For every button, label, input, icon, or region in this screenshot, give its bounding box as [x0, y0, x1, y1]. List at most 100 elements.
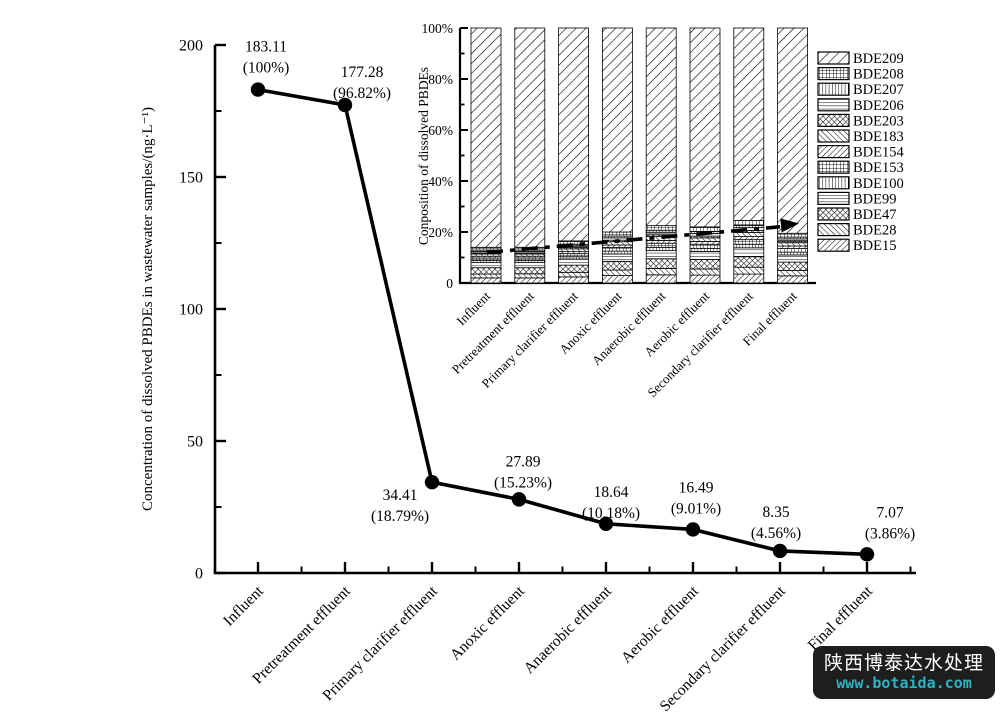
bar-segment-BDE15	[777, 275, 808, 284]
bar-segment-BDE208	[645, 225, 677, 231]
bar-segment-BDE28	[558, 271, 589, 278]
bar-segment-BDE100	[689, 247, 721, 252]
bar-segment-BDE183	[558, 248, 589, 253]
inset-y-tick-label: 20%	[428, 225, 453, 240]
legend-swatch	[817, 51, 850, 65]
bar-segment-BDE209	[645, 27, 677, 227]
point-value-label: 27.89	[506, 453, 541, 470]
point-value-label: 177.28	[341, 64, 384, 81]
bar-segment-BDE153	[602, 247, 633, 252]
bar-segment-BDE100	[645, 246, 677, 252]
point-percent-label: (3.86%)	[865, 525, 915, 542]
main-y-tick-label: 0	[195, 566, 203, 583]
bar-segment-BDE209	[777, 27, 808, 234]
point-value-label: 7.07	[876, 504, 903, 521]
bar-segment-BDE28	[470, 273, 502, 279]
bar-segment-BDE100	[602, 250, 633, 255]
bar-segment-BDE15	[733, 273, 765, 284]
bar-segment-BDE47	[689, 259, 721, 270]
data-point-marker	[337, 97, 353, 113]
legend-swatch	[817, 98, 850, 112]
legend-swatch	[817, 238, 850, 252]
point-percent-label: (4.56%)	[751, 525, 801, 542]
legend-label: BDE183	[853, 129, 904, 145]
main-x-category-label: Anoxic effluent	[447, 582, 528, 663]
bar-segment-BDE15	[689, 274, 721, 284]
legend-label: BDE153	[853, 160, 904, 176]
main-y-tick-label: 100	[179, 302, 203, 319]
bar-segment-BDE209	[514, 27, 546, 248]
main-x-category-label: Aerobic effluent	[618, 582, 702, 666]
point-percent-label: (18.79%)	[371, 508, 429, 525]
main-x-category-label: Influent	[220, 582, 267, 629]
bar-segment-BDE28	[645, 268, 677, 276]
bar-segment-BDE47	[645, 258, 677, 269]
trend-arrow-dashed-line	[486, 225, 781, 255]
inset-y-tick-label: 0	[446, 276, 453, 291]
bar-segment-BDE28	[514, 273, 546, 279]
inset-y-tick-label: 40%	[428, 174, 453, 189]
inset-y-tick-label: 80%	[428, 72, 453, 87]
legend-swatch	[817, 191, 850, 205]
point-value-label: 34.41	[383, 487, 418, 504]
main-x-category-label: Final effluent	[805, 582, 877, 654]
bar-segment-BDE154	[689, 241, 721, 245]
bar-segment-BDE15	[558, 276, 589, 284]
point-value-label: 183.11	[245, 39, 287, 56]
bar-segment-BDE209	[558, 27, 589, 242]
bar-segment-BDE208	[777, 232, 808, 238]
main-y-tick-label: 150	[179, 170, 203, 187]
inset-y-tick-label: 100%	[422, 21, 454, 36]
inset-x-category-label: Influent	[453, 288, 493, 328]
inset-y-axis-title: Conposition of dissolved PBDEs	[416, 67, 431, 245]
legend-label: BDE209	[853, 51, 904, 67]
legend-swatch	[817, 66, 850, 81]
concentration-line	[257, 87, 868, 557]
bar-segment-BDE99	[514, 262, 546, 269]
legend-label: BDE154	[853, 145, 905, 161]
bar-segment-BDE15	[645, 274, 677, 284]
bar-segment-BDE47	[470, 267, 502, 275]
bar-segment-BDE209	[733, 27, 765, 221]
legend-swatch	[817, 176, 850, 190]
main-y-axis-title: Concentration of dissolved PBDEs in wast…	[140, 107, 156, 511]
bar-segment-BDE154	[733, 236, 765, 241]
data-point-marker	[772, 543, 788, 559]
bar-segment-BDE28	[689, 268, 721, 276]
bar-segment-BDE47	[558, 264, 589, 273]
bar-segment-BDE100	[733, 243, 765, 249]
legend-swatch	[817, 145, 850, 159]
bar-segment-BDE209	[470, 27, 502, 248]
bar-segment-BDE209	[602, 27, 633, 233]
legend-label: BDE203	[853, 113, 904, 129]
legend-swatch	[817, 223, 850, 237]
bar-segment-BDE183	[689, 237, 721, 242]
main-y-tick-label: 50	[187, 434, 203, 451]
bar-segment-BDE183	[733, 232, 765, 237]
watermark-url: www.botaida.com	[836, 673, 972, 692]
bar-segment-BDE99	[558, 258, 589, 266]
data-point-marker	[598, 516, 614, 531]
legend-label: BDE15	[853, 238, 897, 254]
legend-label: BDE28	[853, 223, 897, 239]
bar-segment-BDE154	[645, 240, 677, 244]
data-point-marker	[685, 522, 701, 537]
data-point-marker	[511, 492, 527, 507]
inset-x-category-label: Anaerobic effluent	[589, 288, 669, 368]
bar-segment-BDE28	[602, 269, 633, 277]
bar-segment-BDE99	[733, 247, 765, 258]
legend-label: BDE206	[853, 98, 904, 114]
data-point-marker	[859, 547, 875, 562]
bar-segment-BDE99	[777, 254, 808, 263]
bar-segment-BDE47	[602, 260, 633, 271]
main-x-category-label: Anaerobic effluent	[521, 582, 616, 677]
bar-segment-BDE208	[470, 246, 502, 251]
point-value-label: 16.49	[679, 479, 714, 496]
legend-swatch	[817, 113, 850, 128]
legend-swatch	[817, 129, 850, 143]
data-point-marker	[250, 82, 266, 97]
bar-segment-BDE28	[777, 270, 808, 277]
bar-segment-BDE153	[733, 239, 765, 245]
main-y-tick-label: 200	[179, 38, 203, 55]
bar-segment-BDE15	[514, 277, 546, 284]
